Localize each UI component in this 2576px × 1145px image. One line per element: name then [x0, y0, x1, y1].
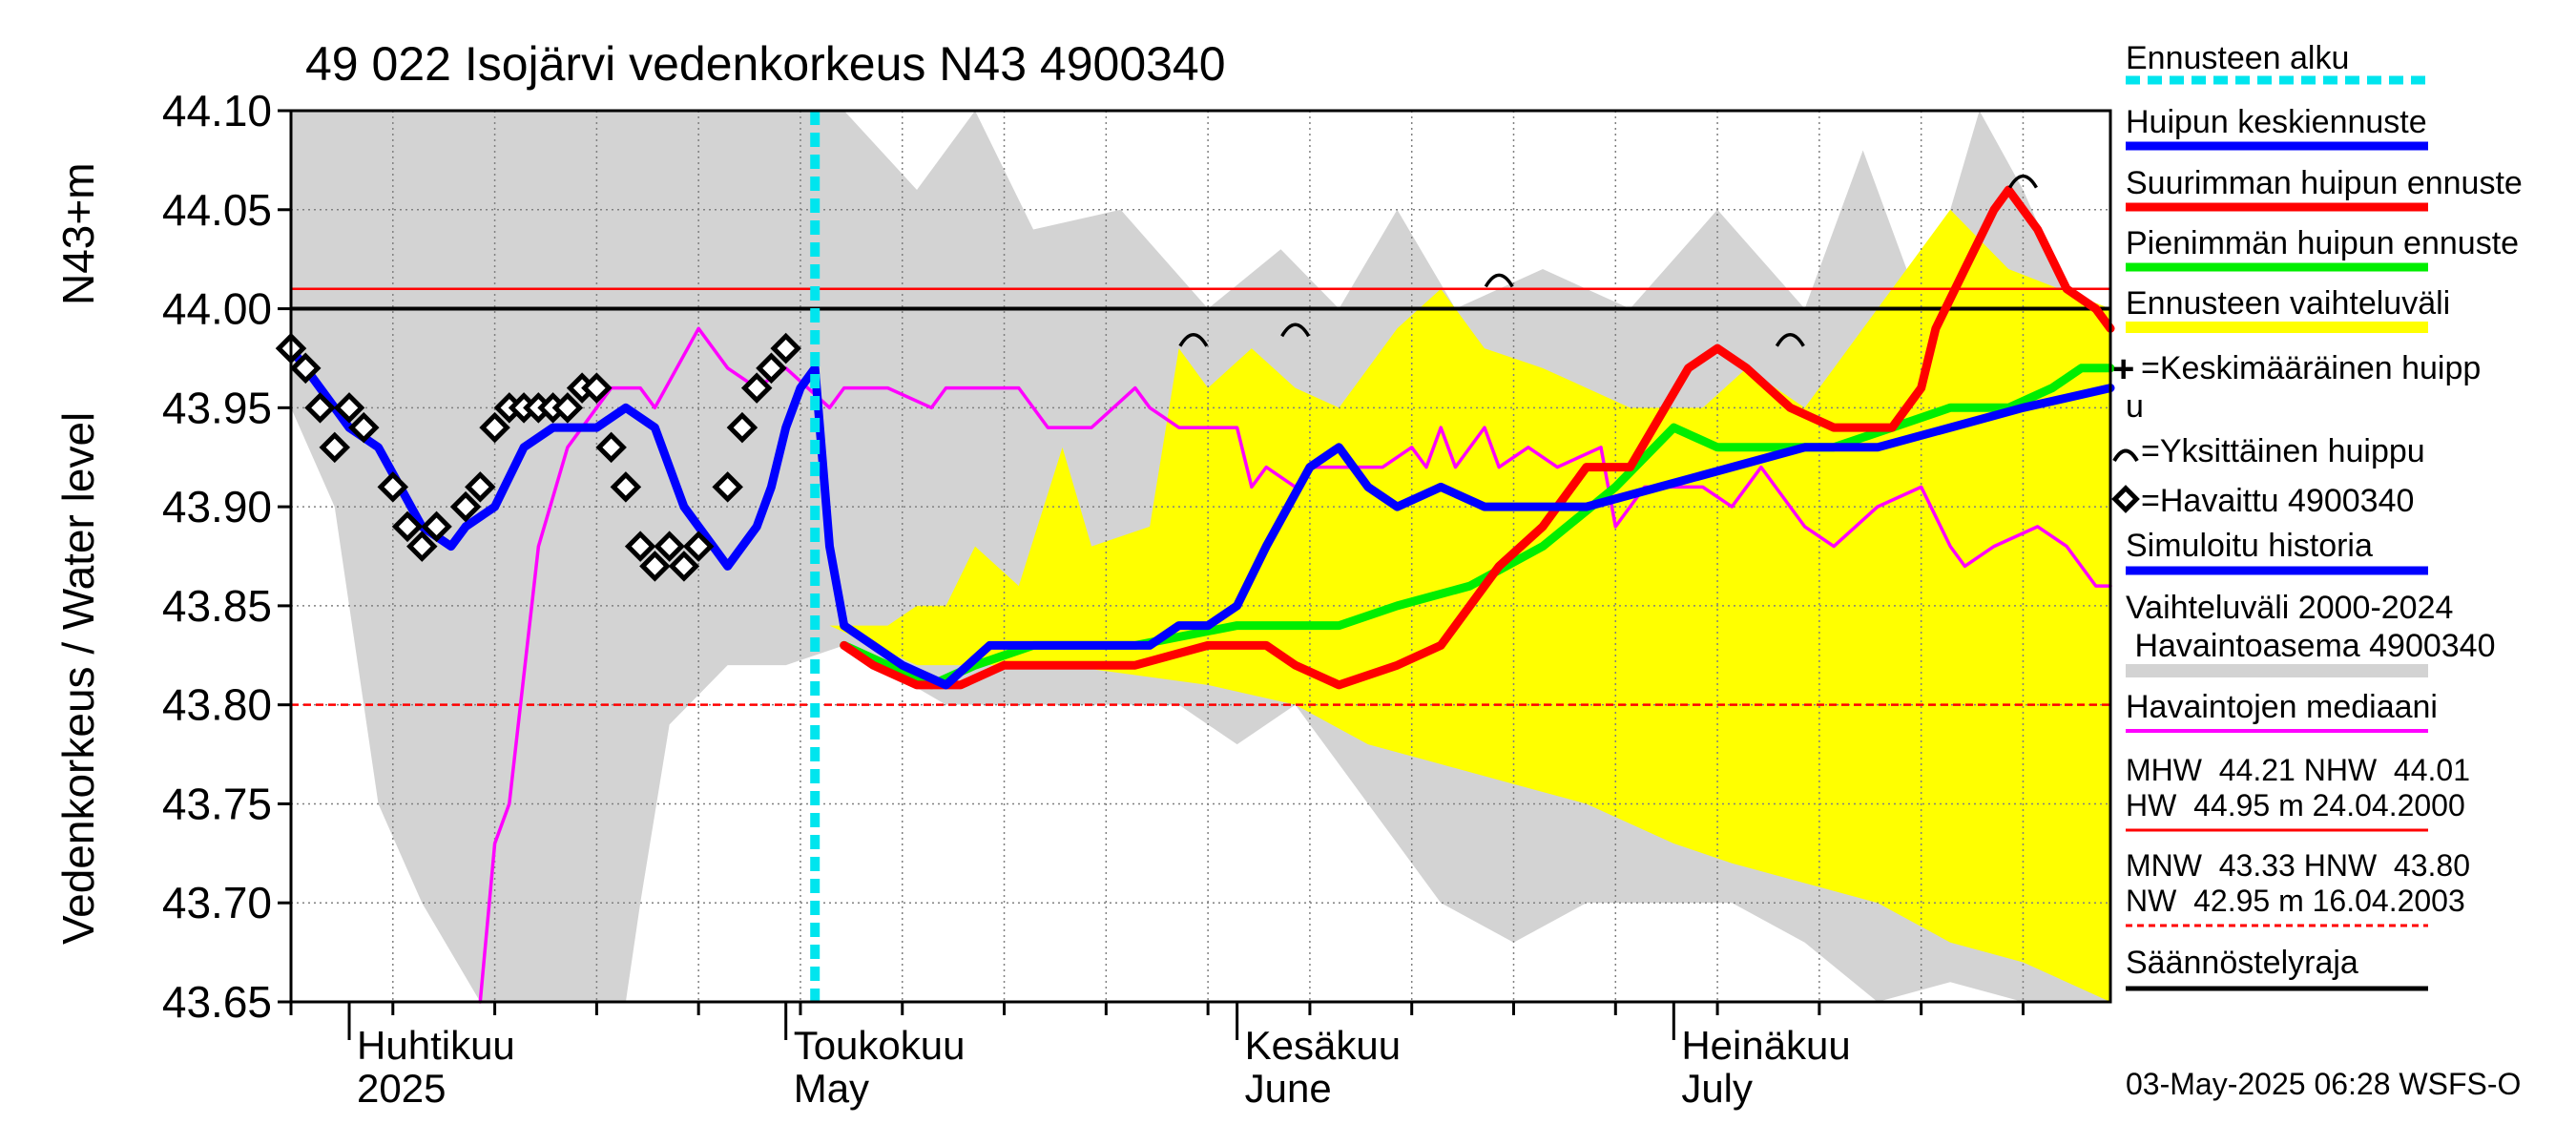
legend-stats-low-line2: NW 42.95 m 16.04.2003 [2126, 884, 2465, 918]
observed-point [319, 431, 351, 464]
x-month-label-en: 2025 [357, 1066, 446, 1111]
observed-point [333, 392, 365, 424]
peak-arc-icon [2112, 448, 2139, 463]
observed-point [740, 372, 773, 404]
observed-point [639, 551, 671, 582]
y-axis-unit: N43+m [53, 162, 103, 305]
legend-forecast-range-label: Ennusteen vaihteluväli [2126, 285, 2450, 322]
min-peak-forecast-series-line [840, 364, 2115, 690]
legend-simulated-label: Simuloitu historia [2126, 528, 2373, 564]
y-tick-label: 43.75 [162, 779, 272, 828]
observed-point [654, 531, 685, 562]
observed-point [348, 411, 380, 444]
legend-median-label: Havaintojen mediaani [2126, 689, 2438, 725]
legend-mean-peak-label: Huipun keskiennuste [2126, 104, 2427, 140]
plot-frame [289, 109, 2112, 1004]
single-peak-marker [1280, 323, 1311, 338]
single-peak-marker [2007, 174, 2038, 189]
mean-peak-forecast-series-line [840, 384, 2115, 690]
plus-icon: + [2112, 348, 2134, 390]
legend-avg-peak-label: =Keskimääräinen huipp [2141, 350, 2481, 386]
observed-point [304, 392, 336, 424]
median-series-line [478, 326, 2112, 1004]
legend-observed-label: =Havaittu 4900340 [2141, 483, 2414, 519]
y-tick-labels: 44.10 44.05 44.00 43.95 43.90 43.85 43.80 43.75… [162, 86, 291, 1027]
chart-title: 49 022 Isojärvi vedenkorkeus N43 4900340 [305, 37, 1226, 91]
legend-single-peak-label: =Yksittäinen huippu [2141, 433, 2425, 469]
observed-point [770, 332, 801, 364]
y-tick-label: 44.00 [162, 284, 272, 334]
y-tick-label: 43.65 [162, 977, 272, 1027]
observed-point [595, 431, 627, 464]
observed-point [449, 490, 482, 523]
plot-area [275, 109, 2115, 1004]
observed-point [479, 411, 510, 444]
observed-point [406, 531, 438, 562]
observed-point [756, 352, 787, 385]
legend-history-range-label-cont: Havaintoasema 4900340 [2126, 628, 2496, 664]
legend-history-range-label: Vaihteluväli 2000-2024 [2126, 590, 2453, 626]
y-tick-label: 43.90 [162, 482, 272, 531]
single-peak-marker [1178, 332, 1209, 347]
x-month-label-fi: Kesäkuu [1245, 1023, 1401, 1068]
legend-min-peak-label: Pienimmän huipun ennuste [2126, 225, 2519, 261]
legend-regulation-label: Säännöstelyraja [2126, 945, 2358, 981]
observed-point [726, 411, 758, 444]
observed-point [377, 471, 409, 503]
max-peak-forecast-series-line [840, 185, 2115, 690]
x-month-label-fi: Toukokuu [794, 1023, 966, 1068]
y-tick-label: 43.85 [162, 581, 272, 631]
legend-forecast-start-label: Ennusteen alku [2126, 40, 2349, 76]
x-month-label-en: July [1681, 1066, 1753, 1111]
footer-timestamp: 03-May-2025 06:28 WSFS-O [2126, 1067, 2521, 1101]
y-tick-label: 43.95 [162, 383, 272, 432]
x-month-label-fi: Heinäkuu [1681, 1023, 1850, 1068]
diamond-icon [2111, 485, 2140, 513]
observed-point [465, 471, 496, 503]
x-month-label-en: May [794, 1066, 869, 1111]
observed-point [682, 531, 715, 562]
y-tick-label: 43.70 [162, 878, 272, 927]
y-tick-label: 43.80 [162, 680, 272, 730]
observed-point [391, 510, 424, 543]
y-tick-label: 44.10 [162, 86, 272, 135]
observed-point [624, 531, 656, 562]
observed-point [421, 510, 452, 543]
observed-point [289, 352, 322, 385]
legend-avg-peak-label-cont: u [2126, 388, 2144, 425]
observed-point [551, 392, 584, 424]
observed-point [668, 551, 700, 582]
legend-stats-low-line1: MNW 43.33 HNW 43.80 [2126, 848, 2470, 883]
x-month-label-en: June [1245, 1066, 1332, 1111]
y-axis-label: Vedenkorkeus / Water level [53, 412, 103, 945]
legend-stats-high-line2: HW 44.95 m 24.04.2000 [2126, 788, 2465, 822]
observed-point [712, 471, 743, 503]
single-peak-marker [1484, 273, 1514, 288]
single-peak-marker [1775, 332, 1805, 347]
legend-stats-high-line1: MHW 44.21 NHW 44.01 [2126, 753, 2470, 787]
legend-max-peak-label: Suurimman huipun ennuste [2126, 165, 2523, 201]
observed-point [610, 471, 642, 503]
simulated-history-series-line [286, 344, 849, 631]
legend: Ennusteen alku Huipun keskiennuste Suuri… [2111, 40, 2523, 991]
y-tick-label: 44.05 [162, 185, 272, 235]
x-month-label-fi: Huhtikuu [357, 1023, 515, 1068]
observed-point [581, 372, 613, 404]
